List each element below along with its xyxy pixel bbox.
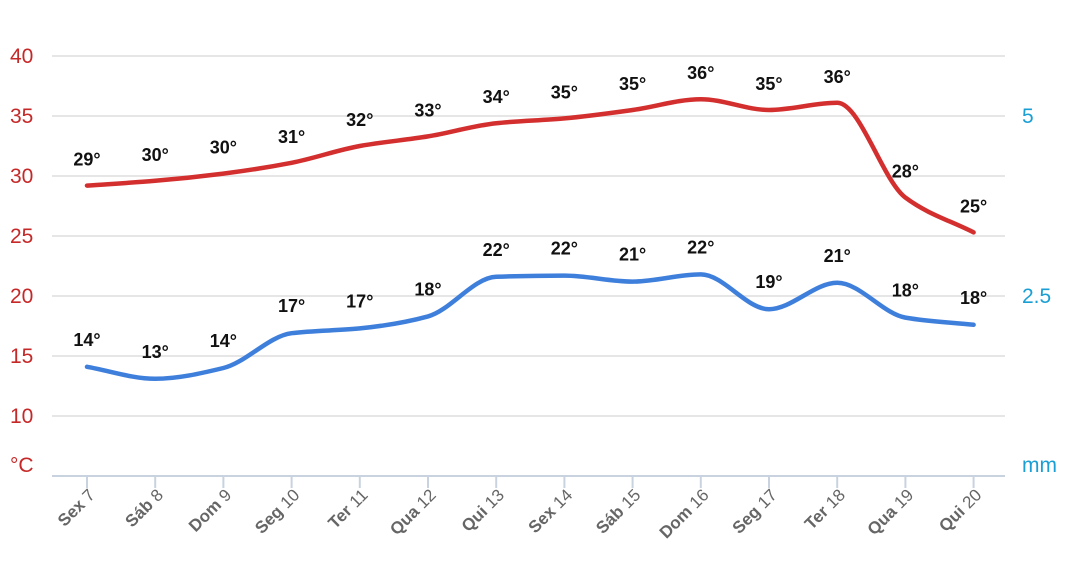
data-label: 30°	[142, 145, 169, 165]
x-tick-label: Qua 12	[386, 485, 440, 539]
y-axis-right-ticks: 52.5	[1022, 105, 1051, 308]
data-label: 19°	[755, 272, 782, 292]
data-label: 32°	[346, 110, 373, 130]
data-label: 22°	[687, 237, 714, 257]
x-tick-label: Ter 11	[325, 485, 372, 532]
y-tick-left: 40	[10, 45, 33, 68]
data-label: 17°	[278, 296, 305, 316]
y-tick-right: 5	[1022, 105, 1034, 128]
data-label: 22°	[551, 239, 578, 259]
data-label: 29°	[73, 150, 100, 170]
x-tick-label: Qui 13	[458, 485, 508, 535]
y-tick-left: 35	[10, 105, 33, 128]
x-tick-label: Dom 9	[185, 485, 235, 535]
x-tick-label: Seg 10	[251, 485, 303, 537]
x-tick-label: Ter 18	[801, 485, 849, 533]
data-label: 18°	[414, 279, 441, 299]
y-tick-left: 25	[10, 225, 33, 248]
x-tick-label: Sex 7	[54, 485, 99, 530]
y-axis-left-ticks: 40 35 30 25 20 15 10	[10, 45, 33, 428]
data-label: 18°	[892, 281, 919, 301]
data-label: 34°	[483, 87, 510, 107]
data-label: 30°	[210, 138, 237, 158]
y-tick-left: 10	[10, 405, 33, 428]
data-label: 35°	[755, 74, 782, 94]
data-label: 18°	[960, 288, 987, 308]
data-label: 36°	[824, 67, 851, 87]
y-tick-left: 15	[10, 345, 33, 368]
x-tick-label: Seg 17	[729, 485, 781, 537]
grid-lines	[52, 55, 1005, 417]
series-line	[84, 96, 976, 235]
data-label: 36°	[687, 63, 714, 83]
data-label: 21°	[824, 246, 851, 266]
data-label: 31°	[278, 127, 305, 147]
y-tick-left: 30	[10, 165, 33, 188]
data-label: 33°	[414, 100, 441, 120]
x-tick-label: Qua 19	[864, 485, 918, 539]
data-label: 17°	[346, 291, 373, 311]
data-label: 21°	[619, 245, 646, 265]
x-axis	[52, 475, 1005, 488]
x-tick-label: Sáb 15	[592, 485, 644, 537]
x-tick-label: Qui 20	[935, 485, 985, 535]
x-tick-label: Dom 16	[656, 485, 713, 542]
data-label: 35°	[551, 82, 578, 102]
x-axis-ticks: Sex 7 Sáb 8 Dom 9 Seg 10 Ter 11 Qua 12 Qui 13 S…	[54, 485, 985, 542]
y-axis-left-unit: °C	[10, 454, 34, 477]
y-tick-right: 2.5	[1022, 285, 1051, 308]
series-line	[84, 272, 976, 382]
y-axis-right-unit: mm	[1022, 454, 1057, 477]
data-labels: 29° 30° 30° 31° 32° 33° 34° 35° 35° 36° 35° 36° 28° 2…	[73, 63, 987, 362]
data-label: 25°	[960, 196, 987, 216]
x-tick-label: Sáb 8	[122, 485, 168, 531]
x-tick-label: Sex 14	[525, 485, 577, 537]
series-lines	[84, 96, 976, 382]
data-label: 14°	[73, 330, 100, 350]
y-tick-left: 20	[10, 285, 33, 308]
data-label: 14°	[210, 331, 237, 351]
data-label: 35°	[619, 74, 646, 94]
data-label: 13°	[142, 342, 169, 362]
data-label: 22°	[483, 240, 510, 260]
data-label: 28°	[892, 162, 919, 182]
